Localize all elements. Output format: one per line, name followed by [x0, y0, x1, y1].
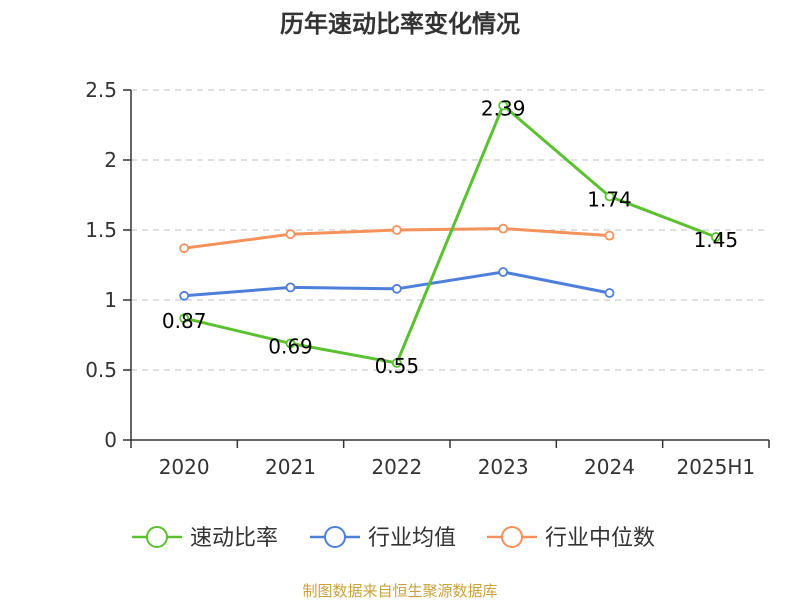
data-point — [391, 283, 402, 294]
legend-marker-icon — [501, 526, 523, 548]
data-point — [285, 282, 296, 293]
y-tick-label: 1 — [104, 288, 117, 312]
x-tick-label: 2020 — [159, 455, 210, 479]
data-point — [498, 100, 509, 111]
data-point — [285, 338, 296, 349]
x-tick-label: 2023 — [478, 455, 529, 479]
data-point — [604, 288, 615, 298]
legend-item[interactable]: 行业均值 — [310, 526, 456, 551]
series-line — [183, 103, 717, 365]
data-point — [179, 290, 190, 301]
data-label: 2.39 — [481, 96, 526, 120]
data-label: 0.87 — [162, 309, 207, 333]
legend[interactable]: 速动比率 行业均值 行业中位数 — [132, 526, 655, 551]
data-label: 1.45 — [694, 228, 739, 252]
data-point — [710, 232, 721, 242]
data-point — [498, 267, 509, 277]
data-point — [498, 223, 509, 234]
data-point — [604, 230, 615, 241]
y-tick-label: 0.5 — [85, 358, 117, 382]
legend-label: 行业均值 — [368, 526, 456, 551]
data-point — [604, 191, 615, 202]
legend-marker-icon — [324, 526, 346, 548]
x-tick-label: 2022 — [371, 455, 422, 479]
data-point — [285, 229, 296, 240]
chart-title: 历年速动比率变化情况 — [280, 10, 520, 38]
x-tick-label: 2024 — [584, 455, 635, 479]
data-label: 0.55 — [375, 354, 420, 378]
axes: 0 0.5 1 1.5 2 2.5 2020 2021 2022 2023 2024 2025H1 — [85, 78, 770, 479]
data-point — [179, 313, 190, 324]
x-tick-label: 2025H1 — [676, 455, 755, 479]
y-tick-label: 0 — [104, 428, 117, 452]
legend-item[interactable]: 速动比率 — [132, 526, 278, 551]
y-tick-label: 1.5 — [85, 218, 117, 242]
series-lines — [179, 100, 721, 368]
legend-item[interactable]: 行业中位数 — [487, 526, 655, 551]
data-point — [179, 243, 190, 254]
y-tick-label: 2.5 — [85, 78, 117, 102]
data-point — [391, 225, 402, 235]
legend-label: 速动比率 — [190, 526, 278, 551]
source-note: 制图数据来自恒生聚源数据库 — [302, 582, 497, 600]
data-label: 1.74 — [587, 187, 632, 211]
data-label: 0.69 — [268, 334, 313, 358]
data-point — [391, 358, 402, 368]
legend-label: 行业中位数 — [545, 526, 655, 551]
data-labels: 0.87 0.69 0.55 2.39 1.74 1.45 — [162, 96, 738, 378]
y-tick-label: 2 — [104, 148, 117, 172]
legend-marker-icon — [146, 526, 168, 548]
x-tick-label: 2021 — [265, 455, 316, 479]
